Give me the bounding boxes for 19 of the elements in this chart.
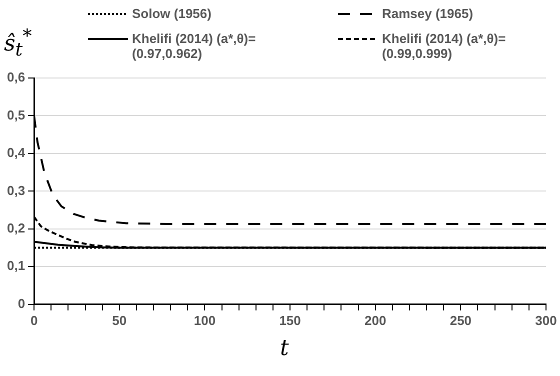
- x-tick-label: 200: [364, 312, 386, 328]
- legend-label: Solow (1956): [132, 6, 212, 21]
- y-tick-label: 0,3: [6, 182, 26, 198]
- x-tick-label: 50: [112, 312, 127, 328]
- x-axis-title: t: [280, 336, 289, 361]
- x-tick-label: 300: [535, 312, 557, 328]
- legend-label: Khelifi (2014) (a*,θ)=(0.97,0.962): [132, 31, 257, 61]
- y-tick-label: 0,6: [6, 70, 26, 85]
- y-tick-label: 0,5: [6, 107, 26, 122]
- y-tick-label: 0,2: [6, 220, 26, 236]
- x-tick-label: 250: [450, 312, 472, 328]
- legend-label: Khelifi (2014) (a*,θ)=(0.99,0.999): [382, 31, 507, 61]
- y-tick-label: 0: [18, 296, 26, 311]
- y-tick-label: 0,1: [6, 258, 26, 274]
- legend-label: Ramsey (1965): [382, 6, 474, 21]
- x-tick-label: 150: [279, 312, 301, 328]
- y-tick-label: 0,4: [6, 145, 26, 160]
- x-tick-label: 0: [30, 312, 38, 328]
- x-tick-label: 100: [194, 312, 216, 328]
